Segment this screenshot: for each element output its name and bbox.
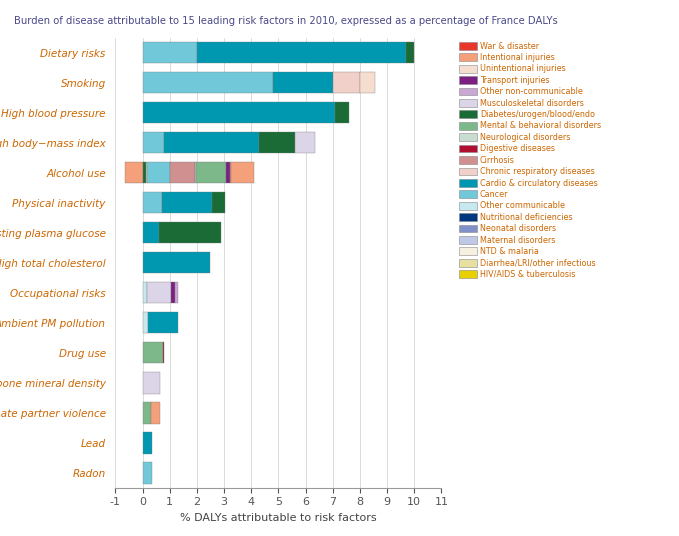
Bar [195,162,196,183]
Bar [125,162,143,183]
Bar [212,192,225,213]
Bar [273,72,333,93]
Bar [151,402,160,423]
Bar [406,42,414,63]
Bar [171,282,175,303]
Bar [146,162,147,183]
Bar [143,222,159,243]
Bar [143,462,152,483]
Bar [164,132,259,153]
Bar [143,42,197,63]
Bar [230,162,232,183]
Bar [143,102,335,123]
Bar [163,342,164,363]
Bar [143,192,162,213]
Bar [196,162,226,183]
Bar [143,252,210,273]
Bar [143,132,164,153]
Text: Burden of disease attributable to 15 leading risk factors in 2010, expressed as : Burden of disease attributable to 15 lea… [14,16,557,26]
Bar [295,132,315,153]
Bar [147,282,171,303]
Bar [226,162,230,183]
Bar [143,162,146,183]
Bar [335,102,349,123]
Legend: War & disaster, Intentional injuries, Unintentional injuries, Transport injuries: War & disaster, Intentional injuries, Un… [459,42,601,279]
Bar [148,312,178,333]
Bar [159,222,221,243]
Bar [143,402,151,423]
X-axis label: % DALYs attributable to risk factors: % DALYs attributable to risk factors [180,513,377,523]
Bar [162,192,212,213]
Bar [143,372,160,393]
Bar [143,72,273,93]
Bar [143,282,147,303]
Bar [143,312,148,333]
Bar [147,162,170,183]
Bar [143,432,152,453]
Bar [170,162,195,183]
Bar [259,132,295,153]
Bar [143,342,163,363]
Bar [360,72,375,93]
Bar [232,162,255,183]
Bar [197,42,406,63]
Bar [175,282,178,303]
Bar [333,72,360,93]
